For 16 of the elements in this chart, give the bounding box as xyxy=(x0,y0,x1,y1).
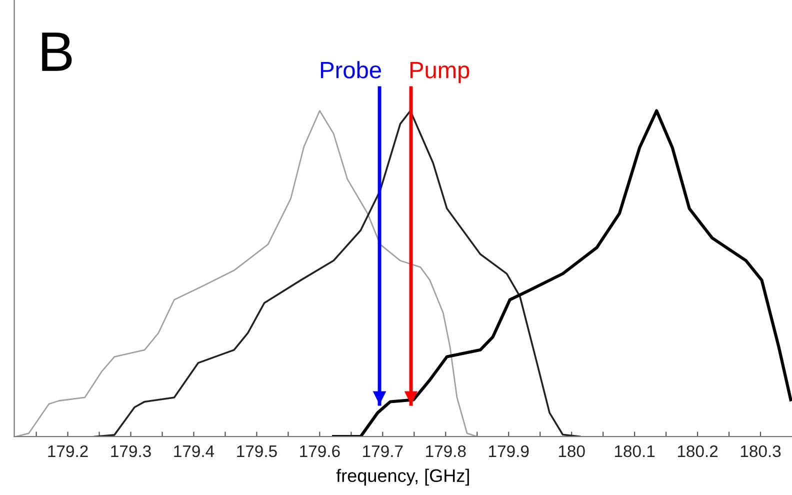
x-tick-label: 179.2 xyxy=(48,445,88,458)
x-tick-label: 180.1 xyxy=(614,445,655,458)
x-tick-label: 179.8 xyxy=(426,445,466,458)
x-tick-label: 179.7 xyxy=(363,445,403,458)
x-tick-label: 180.2 xyxy=(678,445,718,458)
ref-line-label: Pump xyxy=(410,62,470,84)
x-tick-label: 179.9 xyxy=(489,445,529,458)
ref-line-label: Probe xyxy=(320,61,381,78)
x-axis-title: frequency, [GHz] xyxy=(336,468,469,486)
text: B xyxy=(42,32,72,71)
x-tick-label: 179.3 xyxy=(111,445,151,458)
x-tick-label: 179.5 xyxy=(237,445,277,458)
x-tick-label: 179.4 xyxy=(174,445,214,458)
x-tick-label: 180.3 xyxy=(740,445,781,458)
x-tick-label: 179.6 xyxy=(300,445,340,458)
x-tick-label: 180 xyxy=(558,445,585,458)
